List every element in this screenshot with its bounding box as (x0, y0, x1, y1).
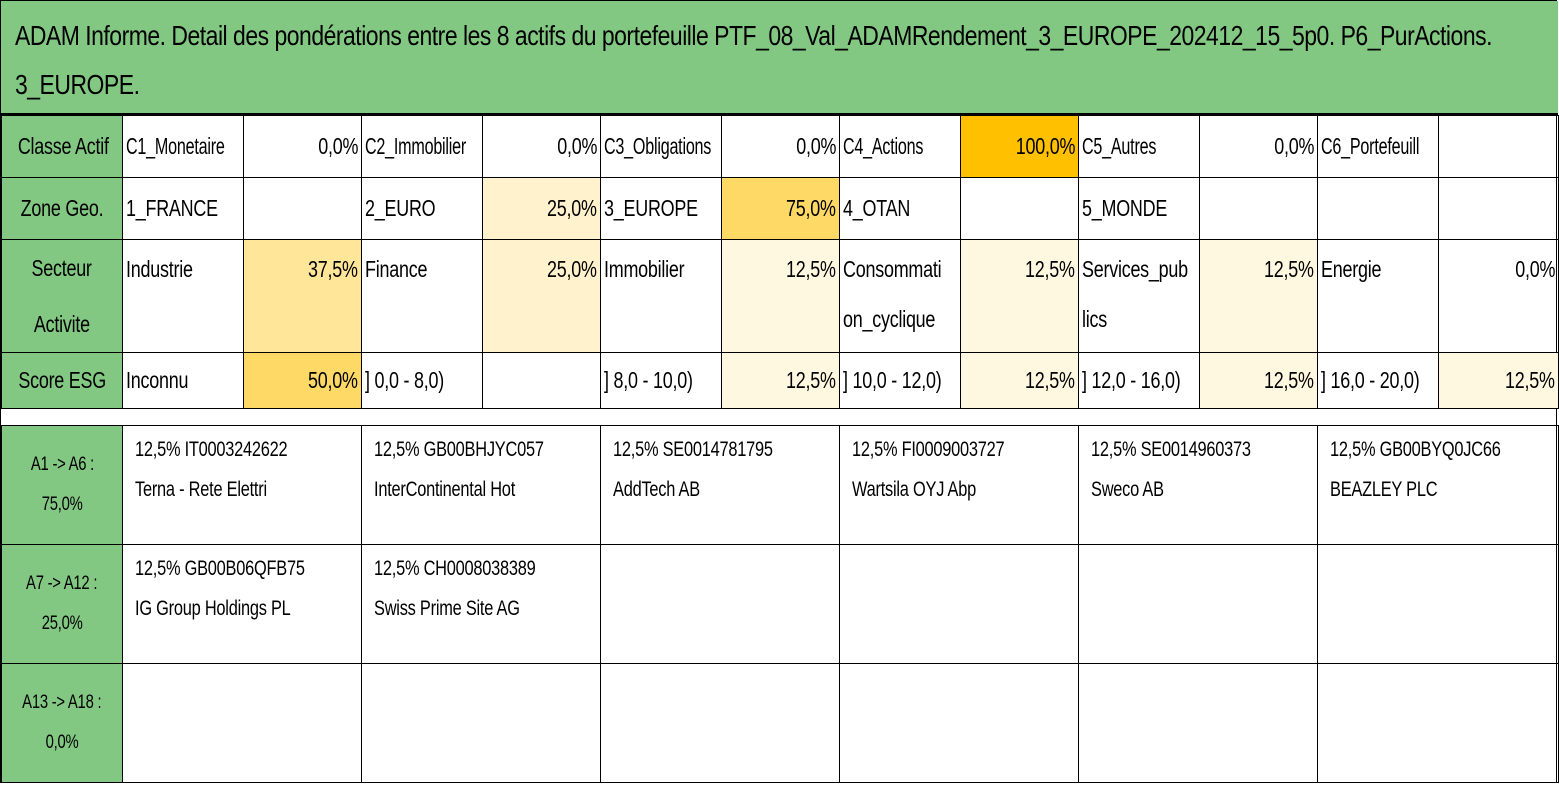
asset-cell[interactable] (1317, 663, 1559, 783)
cell-value[interactable]: 37,5% (243, 239, 362, 353)
cell-label[interactable]: Immobilier (600, 239, 722, 353)
asset-cell[interactable]: 12,5% GB00B06QFB75 IG Group Holdings PL (122, 544, 362, 664)
asset-cell[interactable] (361, 663, 601, 783)
asset-row-a1-a6: A1 -> A6 : 75,0% 12,5% IT0003242622 Terna… (1, 425, 1559, 545)
cell-value[interactable]: 12,5% (721, 239, 840, 353)
cell-value[interactable]: 0,0% (1199, 115, 1318, 178)
asset-cell[interactable] (1078, 663, 1318, 783)
asset-cell[interactable] (839, 544, 1079, 664)
title-line-2: 3_EUROPE. (15, 69, 140, 100)
cell-label[interactable]: C5_Autres (1078, 115, 1200, 178)
cell-label[interactable]: ] 16,0 - 20,0) (1317, 352, 1439, 409)
cell-value[interactable] (482, 352, 601, 409)
cell-value[interactable]: 75,0% (721, 177, 840, 240)
cell-label[interactable] (1317, 177, 1439, 240)
table-row-zone-geo: Zone Geo. 1_FRANCE 2_EURO 25,0% 3_EUROPE… (1, 177, 1559, 240)
cell-value[interactable]: 12,5% (1438, 352, 1559, 409)
cell-value[interactable]: 12,5% (1199, 239, 1318, 353)
cell-value[interactable]: 0,0% (1438, 239, 1559, 353)
asset-cell[interactable]: 12,5% GB00BHJYC057 InterContinental Hot (361, 425, 601, 545)
report-title: ADAM Informe. Detail des pondérations en… (1, 1, 1558, 115)
cell-label[interactable]: Services_pub lics (1078, 239, 1200, 353)
asset-cell[interactable] (839, 663, 1079, 783)
cell-value[interactable]: 0,0% (482, 115, 601, 178)
cell-label[interactable]: 1_FRANCE (122, 177, 244, 240)
cell-label[interactable]: ] 8,0 - 10,0) (600, 352, 722, 409)
asset-weights-table: A1 -> A6 : 75,0% 12,5% IT0003242622 Terna… (1, 425, 1559, 783)
cell-value[interactable] (1438, 115, 1559, 178)
asset-row-header: A1 -> A6 : 75,0% (1, 425, 123, 545)
asset-row-a7-a12: A7 -> A12 : 25,0% 12,5% GB00B06QFB75 IG G… (1, 544, 1559, 664)
cell-label[interactable]: ] 0,0 - 8,0) (361, 352, 483, 409)
asset-cell[interactable] (600, 663, 840, 783)
asset-row-header: A7 -> A12 : 25,0% (1, 544, 123, 664)
cell-label[interactable]: C2_Immobilier (361, 115, 483, 178)
asset-cell[interactable] (1317, 544, 1559, 664)
cell-value[interactable]: 0,0% (243, 115, 362, 178)
cell-value[interactable]: 25,0% (482, 177, 601, 240)
asset-row-header: A13 -> A18 : 0,0% (1, 663, 123, 783)
asset-cell[interactable]: 12,5% IT0003242622 Terna - Rete Elettri (122, 425, 362, 545)
row-header-secteur-activite: Secteur Activite (1, 239, 123, 353)
cell-label[interactable]: 3_EUROPE (600, 177, 722, 240)
table-row-secteur-activite: Secteur Activite Industrie 37,5% Finance… (1, 239, 1559, 353)
table-row-classe-actif: Classe Actif C1_Monetaire 0,0% C2_Immobi… (1, 115, 1559, 178)
asset-cell[interactable]: 12,5% SE0014781795 AddTech AB (600, 425, 840, 545)
cell-value[interactable] (1438, 177, 1559, 240)
cell-value[interactable]: 12,5% (960, 352, 1079, 409)
table-row-score-esg: Score ESG Inconnu 50,0% ] 0,0 - 8,0) ] 8… (1, 352, 1559, 409)
cell-label[interactable]: 2_EURO (361, 177, 483, 240)
row-header-zone-geo: Zone Geo. (1, 177, 123, 240)
cell-value[interactable]: 25,0% (482, 239, 601, 353)
cell-value[interactable] (960, 177, 1079, 240)
cell-value[interactable]: 12,5% (721, 352, 840, 409)
cell-value[interactable] (243, 177, 362, 240)
cell-label[interactable]: C1_Monetaire (122, 115, 244, 178)
cell-label[interactable]: Industrie (122, 239, 244, 353)
asset-cell[interactable]: 12,5% CH0008038389 Swiss Prime Site AG (361, 544, 601, 664)
cell-label[interactable]: 4_OTAN (839, 177, 961, 240)
cell-label[interactable]: ] 12,0 - 16,0) (1078, 352, 1200, 409)
allocation-summary-table: Classe Actif C1_Monetaire 0,0% C2_Immobi… (1, 115, 1559, 409)
asset-cell[interactable] (122, 663, 362, 783)
cell-label[interactable]: C6_Portefeuill (1317, 115, 1439, 178)
cell-label[interactable]: Consommati on_cyclique (839, 239, 961, 353)
cell-label[interactable]: C3_Obligations (600, 115, 722, 178)
title-line-1: ADAM Informe. Detail des pondérations en… (15, 20, 1492, 51)
cell-label[interactable]: 5_MONDE (1078, 177, 1200, 240)
cell-label[interactable]: Finance (361, 239, 483, 353)
cell-label[interactable]: C4_Actions (839, 115, 961, 178)
cell-label[interactable]: Energie (1317, 239, 1439, 353)
asset-row-a13-a18: A13 -> A18 : 0,0% (1, 663, 1559, 783)
cell-value[interactable]: 100,0% (960, 115, 1079, 178)
cell-value[interactable] (1199, 177, 1318, 240)
asset-cell[interactable]: 12,5% FI0009003727 Wartsila OYJ Abp (839, 425, 1079, 545)
asset-cell[interactable] (1078, 544, 1318, 664)
cell-value[interactable]: 12,5% (960, 239, 1079, 353)
cell-value[interactable]: 50,0% (243, 352, 362, 409)
row-header-classe-actif: Classe Actif (1, 115, 123, 178)
row-header-score-esg: Score ESG (1, 352, 123, 409)
asset-cell[interactable]: 12,5% SE0014960373 Sweco AB (1078, 425, 1318, 545)
cell-label[interactable]: ] 10,0 - 12,0) (839, 352, 961, 409)
asset-cell[interactable]: 12,5% GB00BYQ0JC66 BEAZLEY PLC (1317, 425, 1559, 545)
cell-value[interactable]: 0,0% (721, 115, 840, 178)
cell-label[interactable]: Inconnu (122, 352, 244, 409)
cell-value[interactable]: 12,5% (1199, 352, 1318, 409)
asset-cell[interactable] (600, 544, 840, 664)
